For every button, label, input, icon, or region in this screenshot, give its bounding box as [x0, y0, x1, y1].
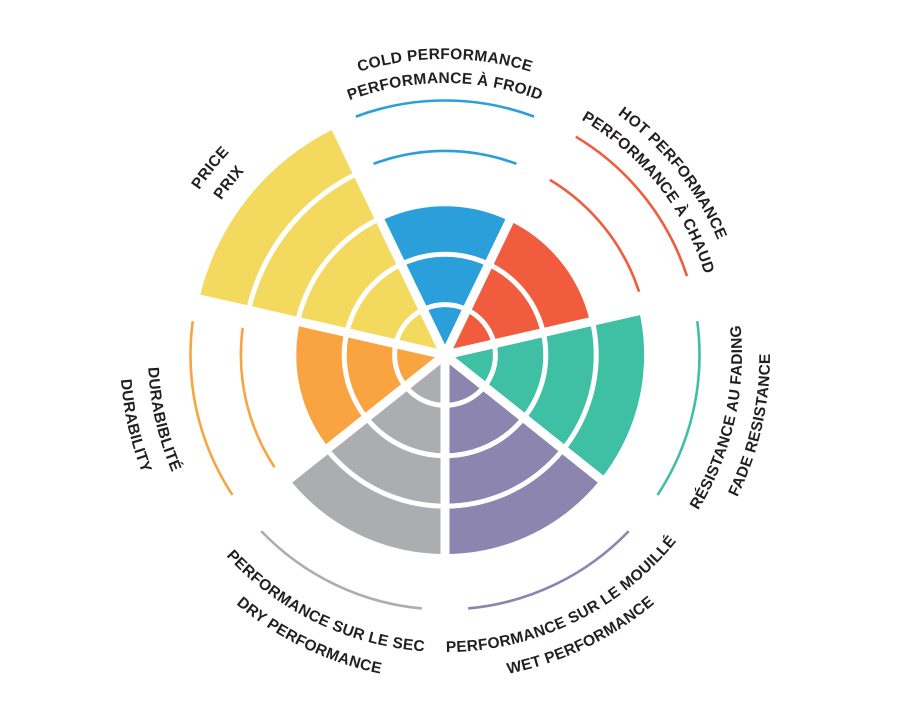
remainder-arc-durability-level-4 — [239, 327, 276, 468]
wedge-durability — [293, 321, 445, 450]
spoke-5 — [196, 294, 447, 360]
label-dry-performance-line1: PERFORMANCE SUR LE SEC — [223, 547, 425, 655]
label-text-dry-performance-line1: PERFORMANCE SUR LE SEC — [223, 547, 425, 655]
remainder-arc-hot-performance-level-4 — [549, 178, 641, 293]
spoke-1 — [443, 294, 694, 360]
remainder-arc-dry-performance-level-5 — [260, 530, 422, 610]
spoke-2 — [442, 351, 647, 517]
remainder-arc-cold-performance-level-4 — [373, 149, 517, 166]
remainder-arc-durability-level-5 — [189, 320, 234, 496]
spoke-6 — [330, 124, 450, 357]
wedge-dry-performance — [287, 355, 445, 557]
wedge-cold-performance — [379, 203, 511, 355]
spoke-0 — [440, 124, 560, 357]
radial-spokes — [196, 124, 694, 609]
spoke-4 — [243, 351, 448, 517]
wedge-price — [199, 127, 445, 356]
remainder-arc-wet-performance-level-5 — [468, 530, 630, 610]
remainder-arc-fade-resistance-level-5 — [656, 320, 701, 496]
label-hot-performance-line1: HOT PERFORMANCE — [615, 104, 730, 242]
label-cold-performance-line2: PERFORMANCE À FROID — [345, 70, 545, 104]
label-text-cold-performance-line2: PERFORMANCE À FROID — [345, 70, 545, 104]
unfilled-level-arcs — [189, 99, 701, 610]
remainder-arc-hot-performance-level-5 — [575, 135, 689, 277]
remainder-arc-cold-performance-level-5 — [355, 99, 535, 118]
wedge-wet-performance — [445, 355, 603, 557]
label-text-hot-performance-line1: HOT PERFORMANCE — [615, 104, 729, 242]
